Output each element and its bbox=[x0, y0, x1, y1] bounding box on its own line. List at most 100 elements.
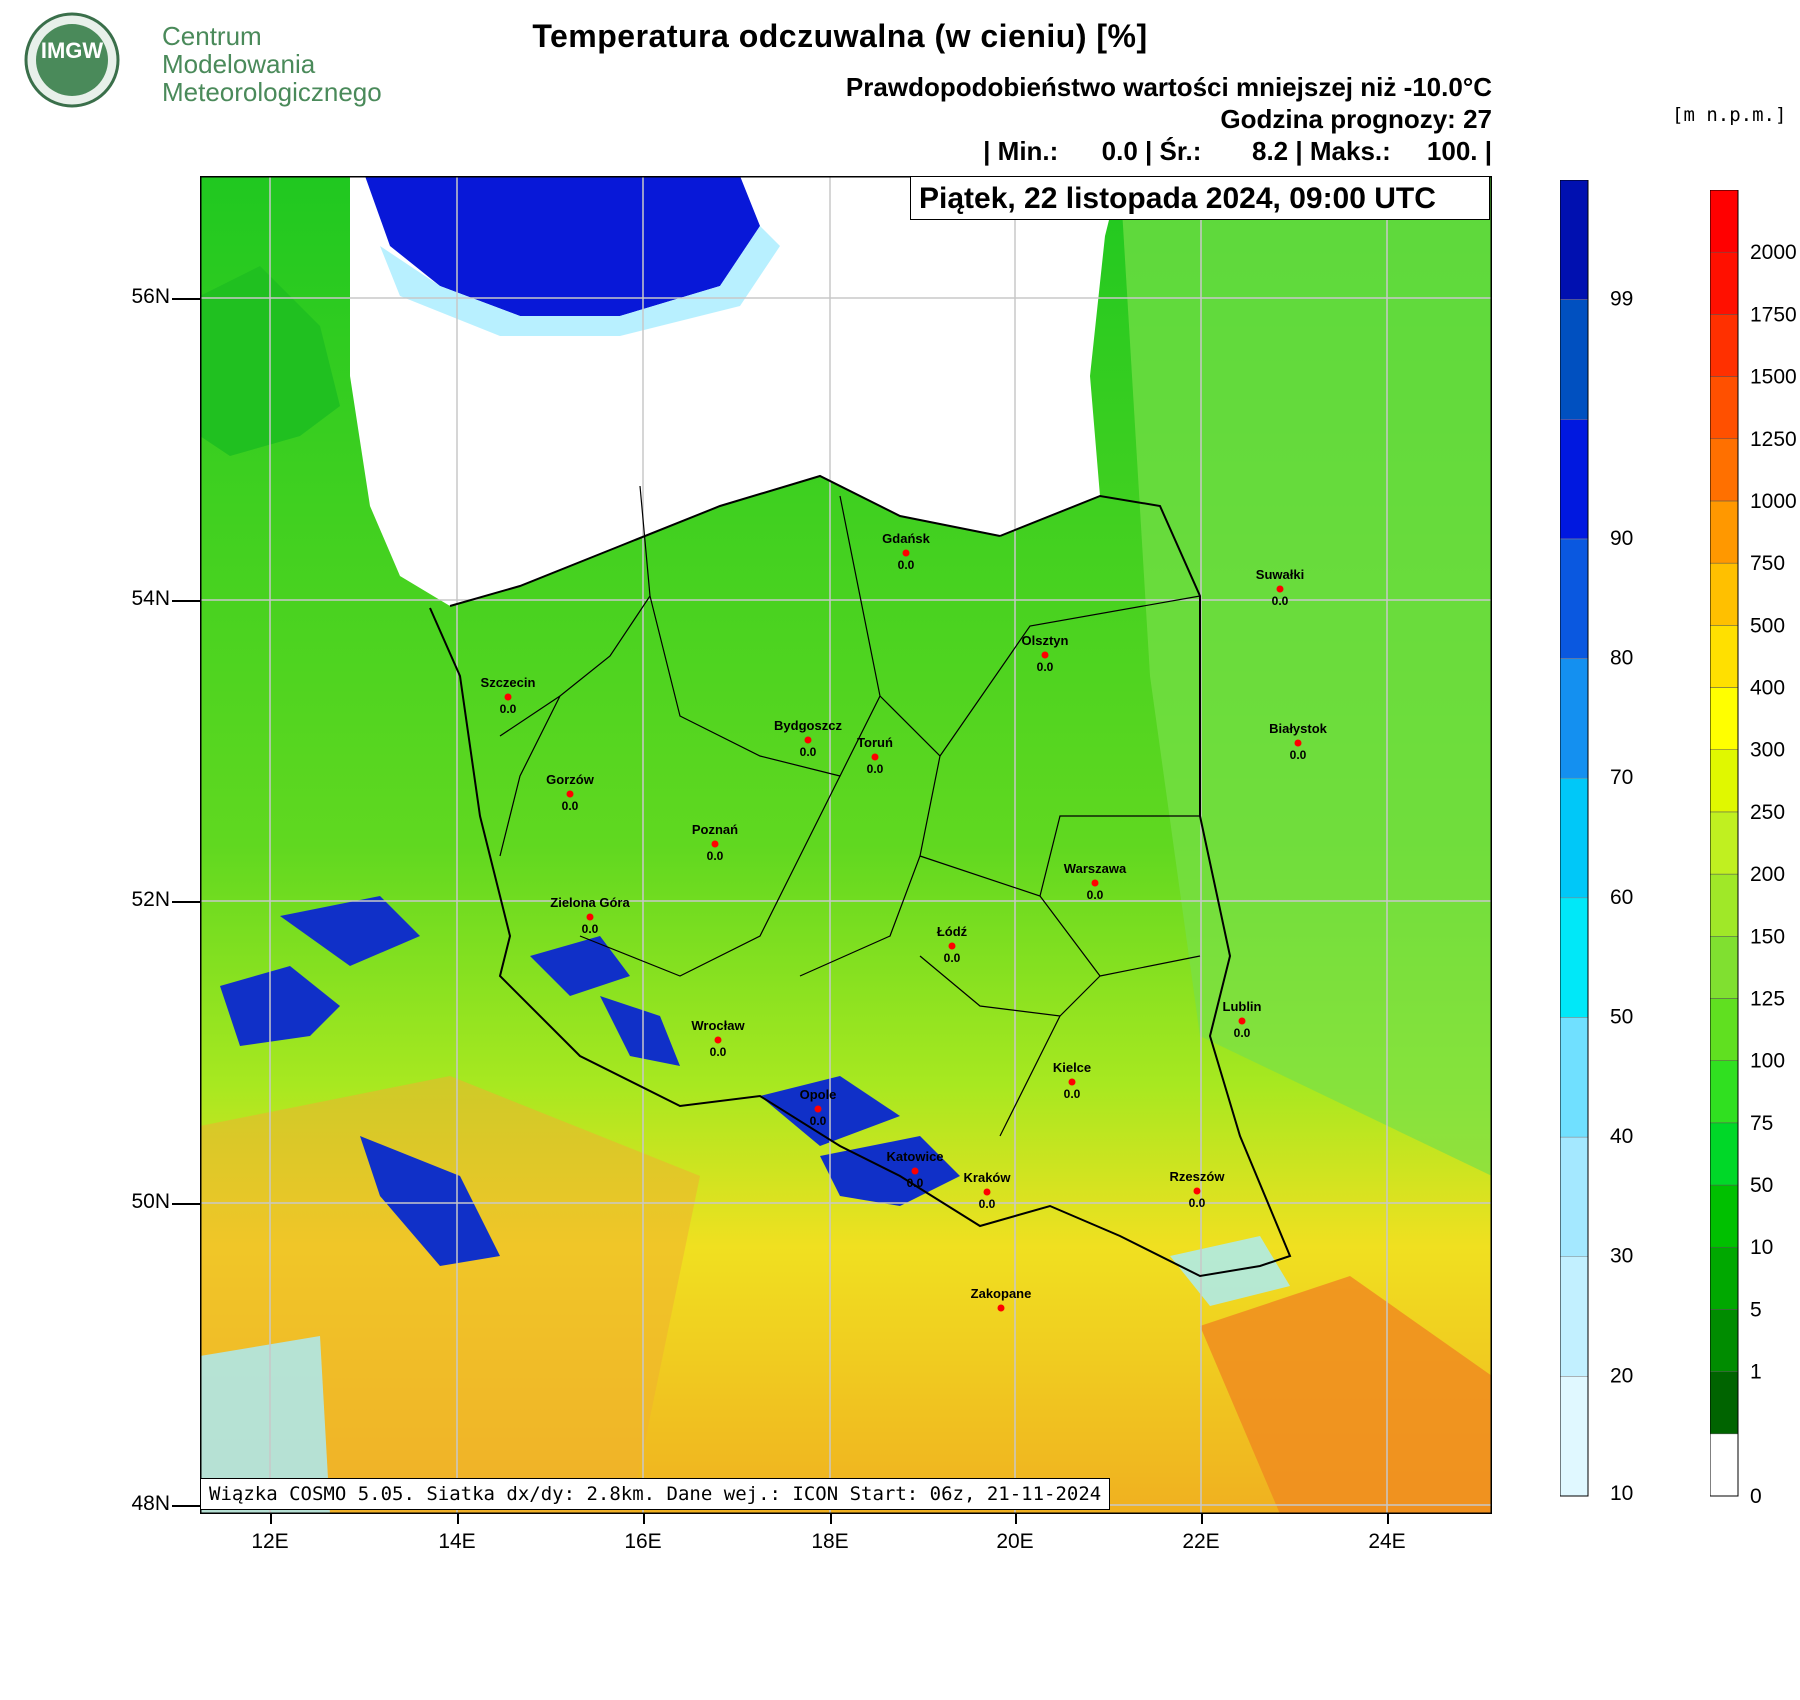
elevation-swatch bbox=[1710, 749, 1739, 813]
forecast-map: Gdańsk 0.0 Suwałki 0.0 Olsztyn 0.0 Szczecin 0.0… bbox=[200, 176, 1492, 1514]
city-marker: Szczecin 0.0 bbox=[481, 675, 536, 716]
city-dot bbox=[1238, 1017, 1246, 1025]
city-marker: Toruń 0.0 bbox=[857, 735, 893, 776]
sea-high-probability bbox=[365, 176, 760, 316]
city-dot bbox=[871, 753, 879, 761]
elevation-units: [m n.p.m.] bbox=[1672, 104, 1787, 126]
probability-colorbar: 10 20 30 40 50 60 70 80 90 99 bbox=[1560, 180, 1633, 1505]
city-name: Gorzów bbox=[546, 772, 595, 787]
city-name: Katowice bbox=[886, 1149, 943, 1164]
elevation-label: 150 bbox=[1750, 925, 1785, 948]
latitude-tick bbox=[172, 901, 200, 903]
city-marker: Wrocław 0.0 bbox=[691, 1018, 745, 1059]
elevation-label: 75 bbox=[1750, 1112, 1773, 1135]
sea-low-probability bbox=[380, 226, 780, 336]
elevation-swatch bbox=[1710, 190, 1739, 253]
city-dot bbox=[948, 942, 956, 950]
city-marker: Opole 0.0 bbox=[800, 1087, 837, 1128]
city-marker: Kielce 0.0 bbox=[1053, 1060, 1091, 1101]
city-name: Warszawa bbox=[1064, 861, 1127, 876]
elevation-swatch bbox=[1710, 998, 1739, 1061]
elevation-swatch bbox=[1710, 1246, 1739, 1310]
elevation-label: 500 bbox=[1750, 614, 1785, 637]
city-name: Olsztyn bbox=[1022, 633, 1069, 648]
elevation-label: 1 bbox=[1750, 1361, 1762, 1384]
logo-badge-text: IMGW bbox=[41, 38, 104, 63]
city-value: 0.0 bbox=[1290, 748, 1307, 762]
elevation-label: 50 bbox=[1750, 1174, 1773, 1197]
colorbar-label: 90 bbox=[1610, 527, 1633, 550]
city-value: 0.0 bbox=[710, 1045, 727, 1059]
city-marker: Poznań 0.0 bbox=[692, 822, 738, 863]
city-dot bbox=[714, 1036, 722, 1044]
city-value: 0.0 bbox=[1272, 594, 1289, 608]
longitude-label: 24E bbox=[1368, 1530, 1406, 1553]
model-info-footer: Wiązka COSMO 5.05. Siatka dx/dy: 2.8km. … bbox=[200, 1478, 1111, 1510]
city-value: 0.0 bbox=[1087, 888, 1104, 902]
city-value: 0.0 bbox=[707, 849, 724, 863]
colorbar-frame bbox=[1560, 180, 1589, 1497]
city-value: 0.0 bbox=[898, 558, 915, 572]
elevation-label: 750 bbox=[1750, 552, 1785, 575]
colorbar-swatch bbox=[1560, 419, 1589, 540]
map-title: Temperatura odczuwalna (w cieniu) [%] bbox=[532, 18, 1148, 54]
longitude-tick bbox=[1387, 1514, 1389, 1524]
colorbar-swatch bbox=[1560, 180, 1589, 300]
city-dot bbox=[1294, 739, 1302, 747]
carpathian-highlands bbox=[1200, 1276, 1492, 1514]
city-value: 0.0 bbox=[867, 762, 884, 776]
city-dot bbox=[711, 840, 719, 848]
city-name: Kraków bbox=[964, 1170, 1012, 1185]
city-value: 0.0 bbox=[800, 745, 817, 759]
longitude-tick bbox=[830, 1514, 832, 1524]
city-dot bbox=[983, 1188, 991, 1196]
imgw-logo: IMGW Centrum Modelowania Meteorologiczne… bbox=[12, 8, 382, 112]
longitude-tick bbox=[270, 1514, 272, 1524]
colorbar-swatch bbox=[1560, 897, 1589, 1018]
elevation-swatch bbox=[1710, 251, 1739, 315]
elevation-swatch bbox=[1710, 936, 1739, 999]
city-marker: Zielona Góra 0.0 bbox=[550, 895, 630, 936]
elevation-label: 300 bbox=[1750, 739, 1785, 762]
city-markers: Gdańsk 0.0 Suwałki 0.0 Olsztyn 0.0 Szczecin 0.0… bbox=[481, 531, 1328, 1312]
city-dot bbox=[1193, 1187, 1201, 1195]
stats-line: | Min.: 0.0 | Śr.: 8.2 | Maks.: 100. | bbox=[983, 136, 1492, 166]
city-value: 0.0 bbox=[907, 1176, 924, 1190]
city-dot bbox=[997, 1304, 1005, 1312]
elevation-swatch bbox=[1710, 1371, 1739, 1435]
city-marker: Bydgoszcz 0.0 bbox=[774, 718, 842, 759]
elevation-colorbar: 0 1 5 10 50 75 100 125 150 200 250 300 400 500 750 1000… bbox=[1710, 190, 1797, 1508]
city-dot bbox=[804, 736, 812, 744]
city-dot bbox=[1091, 879, 1099, 887]
city-dot bbox=[1068, 1078, 1076, 1086]
city-value: 0.0 bbox=[1189, 1196, 1206, 1210]
colorbar-swatch bbox=[1560, 1136, 1589, 1257]
east-region bbox=[1120, 176, 1492, 1176]
elevation-swatch bbox=[1710, 625, 1739, 688]
map-frame bbox=[200, 176, 1492, 1514]
city-value: 0.0 bbox=[500, 702, 517, 716]
city-marker: Warszawa 0.0 bbox=[1064, 861, 1127, 902]
longitude-label: 16E bbox=[624, 1530, 662, 1553]
city-value: 0.0 bbox=[562, 799, 579, 813]
logo-line-3: Meteorologicznego bbox=[162, 77, 382, 107]
elevation-label: 250 bbox=[1750, 801, 1785, 824]
longitude-tick bbox=[457, 1514, 459, 1524]
city-value: 0.0 bbox=[1064, 1087, 1081, 1101]
elevation-swatch bbox=[1710, 438, 1739, 502]
colorbar-label: 60 bbox=[1610, 886, 1633, 909]
city-marker: Gdańsk 0.0 bbox=[882, 531, 930, 572]
colorbar-label: 40 bbox=[1610, 1125, 1633, 1148]
mountain-low-probability bbox=[200, 1236, 1290, 1514]
colorbar-label: 99 bbox=[1610, 288, 1633, 311]
latitude-label: 52N bbox=[131, 888, 170, 911]
city-dot bbox=[814, 1105, 822, 1113]
coastline bbox=[449, 474, 1001, 607]
longitude-label: 22E bbox=[1182, 1530, 1220, 1553]
longitude-tick bbox=[643, 1514, 645, 1524]
voivodeship-borders bbox=[499, 485, 1201, 1137]
logo-line-1: Centrum bbox=[162, 21, 262, 51]
city-marker: Olsztyn 0.0 bbox=[1022, 633, 1069, 674]
elevation-swatch bbox=[1710, 1060, 1739, 1124]
colorbar-swatch bbox=[1560, 777, 1589, 899]
